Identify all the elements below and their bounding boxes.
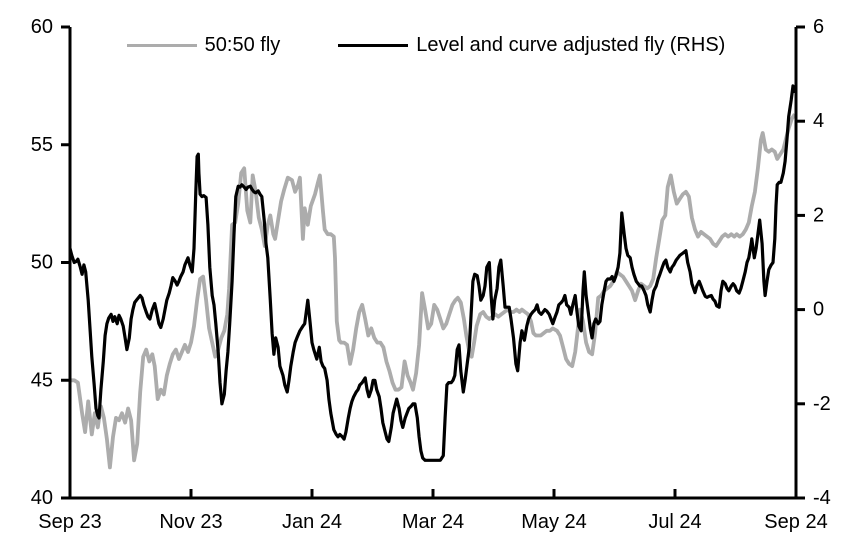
x-axis-tick-label: Jan 24	[282, 511, 342, 533]
right-axis-tick-label: 4	[813, 110, 824, 132]
x-axis-tick-label: Jul 24	[648, 511, 701, 533]
x-axis-tick-label: Sep 24	[764, 511, 827, 533]
left-axis-tick-label: 45	[31, 369, 53, 391]
left-axis-tick-label: 55	[31, 134, 53, 156]
left-axis-tick-label: 40	[31, 487, 53, 509]
right-axis-tick-label: -4	[813, 487, 831, 509]
left-axis-tick-label: 60	[31, 16, 53, 38]
series-line-gray-5050-fly	[70, 113, 797, 470]
x-axis-tick-label: Nov 23	[159, 511, 222, 533]
right-axis-tick-label: -2	[813, 393, 831, 415]
x-axis-tick-label: Sep 23	[38, 511, 101, 533]
right-axis-tick-label: 6	[813, 16, 824, 38]
x-axis-tick-label: May 24	[521, 511, 587, 533]
left-axis-tick-label: 50	[31, 252, 53, 274]
x-axis-tick-label: Mar 24	[402, 511, 464, 533]
right-axis-tick-label: 0	[813, 299, 824, 321]
series-line-black-adjusted-fly	[68, 84, 797, 462]
right-axis-tick-label: 2	[813, 204, 824, 226]
